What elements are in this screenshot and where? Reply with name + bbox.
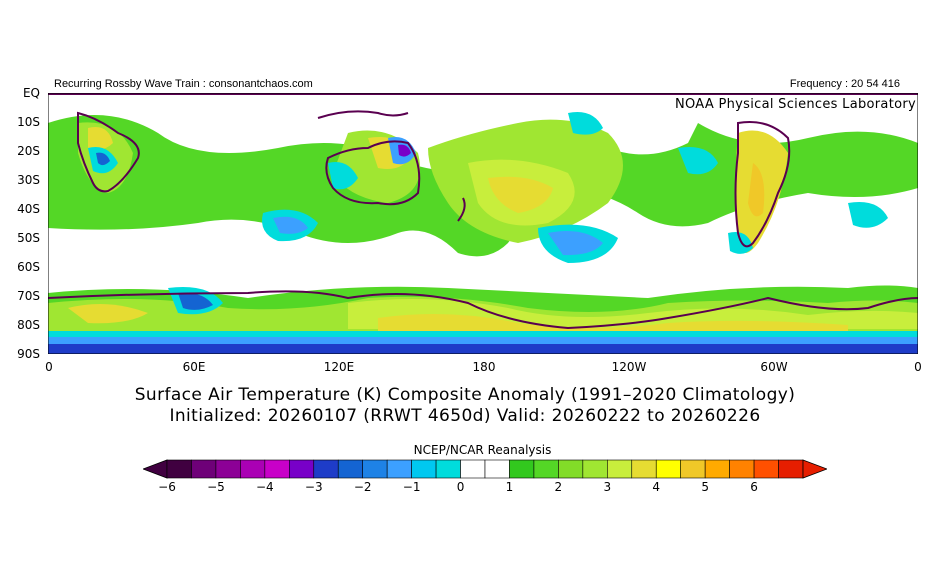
colorbar-swatch [582, 459, 608, 479]
colorbar-swatch [533, 459, 559, 479]
header-frequency-text: Frequency : 20 54 416 [789, 78, 900, 90]
colorbar-tick-label: 4 [652, 480, 661, 494]
anomaly-map [48, 93, 918, 354]
colorbar-swatch [362, 459, 388, 479]
colorbar-swatch [509, 459, 535, 479]
lon-label: 0 [45, 360, 53, 374]
lat-label: 50S [17, 231, 40, 245]
colorbar-tick-label: 5 [701, 480, 709, 494]
colorbar-swatch [313, 459, 339, 479]
noaa-credit-label: NOAA Physical Sciences Laboratory [674, 97, 916, 112]
colorbar-swatch [607, 459, 633, 479]
coastlines [48, 110, 918, 330]
colorbar-swatch [411, 459, 437, 479]
colorbar-swatch [753, 459, 779, 479]
colorbar [141, 458, 829, 484]
colorbar-min-arrow [141, 459, 168, 479]
colorbar-source-label: NCEP/NCAR Reanalysis [413, 443, 552, 457]
colorbar-swatch [240, 459, 266, 479]
colorbar-tick-label: −3 [304, 480, 323, 494]
colorbar-tick-label: −2 [353, 480, 372, 494]
colorbar-swatch [558, 459, 584, 479]
colorbar-tick-label: 2 [554, 480, 563, 494]
colorbar-swatch [729, 459, 755, 479]
colorbar-swatch [631, 459, 657, 479]
lat-label: 30S [17, 173, 40, 187]
lon-label: 0 [914, 360, 922, 374]
colorbar-max-arrow [802, 459, 829, 479]
lon-label: 120W [611, 360, 647, 374]
colorbar-tick-label: 3 [603, 480, 612, 494]
colorbar-swatch [337, 459, 363, 479]
lat-label: 80S [17, 318, 40, 332]
map-title-line1: Surface Air Temperature (K) Composite An… [134, 385, 796, 405]
colorbar-swatch [655, 459, 681, 479]
lat-label: 90S [17, 347, 40, 361]
colorbar-swatch [386, 459, 412, 479]
colorbar-tick-label: −4 [255, 480, 274, 494]
lat-label: 20S [17, 144, 40, 158]
lat-label: 60S [17, 260, 40, 274]
colorbar-swatch [289, 459, 315, 479]
lat-label: EQ [22, 86, 40, 100]
lat-label: 10S [17, 115, 40, 129]
colorbar-swatch [215, 459, 241, 479]
colorbar-swatch [484, 459, 510, 479]
lat-label: 40S [17, 202, 40, 216]
colorbar-tick-label: 0 [456, 480, 465, 494]
polar-cold-band [48, 331, 918, 354]
map-title-line2: Initialized: 20260107 (RRWT 4650d) Valid… [169, 406, 761, 426]
lon-label: 120E [323, 360, 355, 374]
colorbar-swatch [435, 459, 461, 479]
colorbar-tick-label: 6 [750, 480, 758, 494]
header-source-text: Recurring Rossby Wave Train : consonantc… [54, 78, 313, 90]
colorbar-tick-label: 1 [505, 480, 514, 494]
positive-anomaly-fields [48, 115, 918, 338]
colorbar-tick-label: −6 [158, 480, 176, 494]
lon-label: 60W [760, 360, 788, 374]
lat-label: 70S [17, 289, 40, 303]
lon-label: 180 [472, 360, 496, 374]
colorbar-tick-label: −1 [402, 480, 421, 494]
colorbar-tick-label: −5 [207, 480, 225, 494]
colorbar-swatch [680, 459, 706, 479]
lon-label: 60E [182, 360, 206, 374]
colorbar-swatch [264, 459, 290, 479]
anomaly-map-svg [48, 93, 918, 354]
colorbar-svg [141, 459, 829, 479]
colorbar-swatch [778, 459, 804, 479]
colorbar-swatch [460, 459, 486, 479]
colorbar-swatch [166, 459, 192, 479]
colorbar-swatch [191, 459, 217, 479]
colorbar-swatch [704, 459, 730, 479]
